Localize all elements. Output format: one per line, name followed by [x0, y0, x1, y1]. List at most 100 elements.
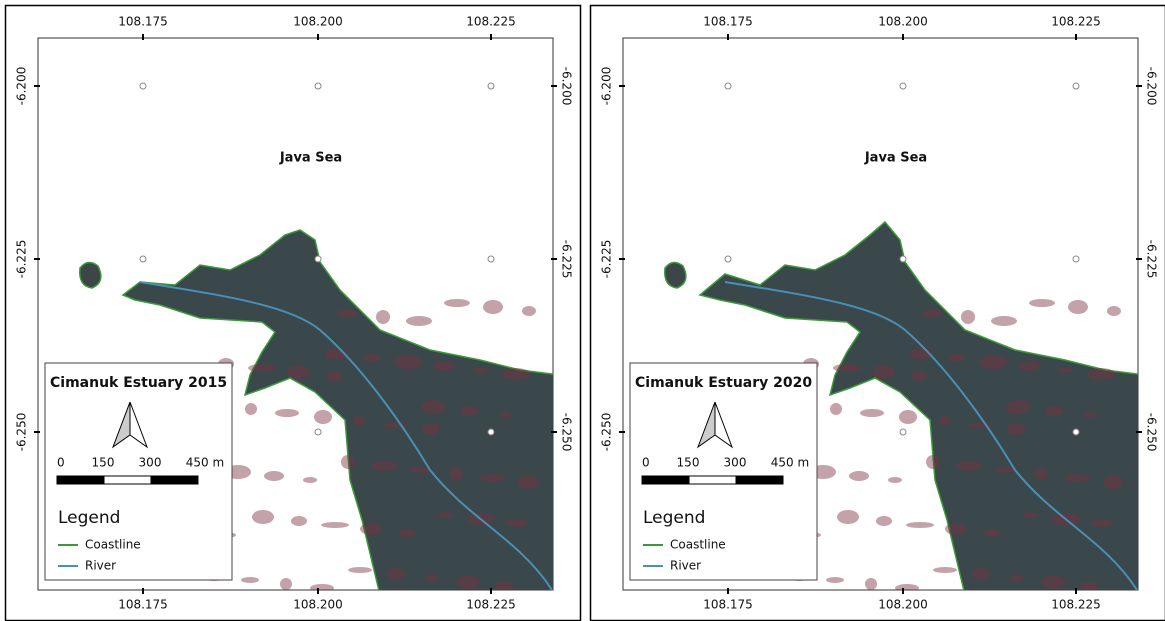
legend-title: Cimanuk Estuary 2015	[50, 375, 227, 391]
island	[79, 261, 102, 289]
texture	[437, 512, 453, 518]
grid-point	[487, 428, 495, 436]
texture	[956, 461, 982, 471]
texture	[1057, 367, 1073, 373]
texture	[906, 522, 934, 528]
texture	[1041, 575, 1065, 589]
texture	[310, 584, 334, 590]
texture	[979, 355, 1007, 369]
texture	[926, 455, 940, 469]
grid-point	[139, 255, 147, 263]
map-content	[79, 229, 553, 590]
texture	[1007, 423, 1025, 435]
land	[121, 229, 553, 590]
x-tick-label: 108.175	[703, 598, 753, 612]
texture	[1045, 406, 1063, 416]
texture	[972, 568, 990, 580]
texture	[833, 364, 861, 372]
scale-label: 300	[139, 456, 162, 470]
texture	[888, 477, 902, 483]
texture	[479, 474, 505, 482]
north-arrow	[129, 401, 149, 449]
map-panel: Java Sea 108.175 108.175 108.200 108.200 108.…	[4, 4, 582, 621]
texture	[837, 510, 859, 524]
texture	[341, 455, 355, 469]
legend-box	[44, 362, 233, 581]
texture	[337, 309, 357, 317]
river	[724, 281, 1138, 590]
grid-point	[724, 82, 732, 90]
texture	[264, 471, 284, 481]
texture	[410, 467, 430, 473]
texture	[287, 365, 309, 379]
grid-point	[487, 255, 495, 263]
texture	[422, 423, 440, 435]
x-tick-label: 108.225	[1051, 15, 1101, 29]
texture	[830, 403, 842, 415]
texture	[995, 467, 1015, 473]
grid-point	[314, 255, 322, 263]
island	[664, 261, 687, 289]
y-tick-label: -6.225	[560, 240, 574, 279]
texture	[348, 567, 372, 573]
texture	[399, 529, 415, 537]
texture	[895, 584, 919, 590]
y-tick-label: -6.250	[600, 413, 614, 452]
texture	[1022, 512, 1038, 518]
texture	[876, 516, 892, 526]
grid-point	[1072, 255, 1080, 263]
texture	[849, 471, 869, 481]
texture	[865, 578, 877, 590]
y-tick-label: -6.225	[15, 240, 29, 279]
texture	[1084, 412, 1096, 418]
x-tick-label: 108.200	[878, 15, 928, 29]
texture	[387, 568, 405, 580]
scale-label: 150	[677, 456, 700, 470]
y-tick-label: -6.225	[1145, 240, 1159, 279]
river	[139, 281, 553, 590]
scale-label: 450 m	[771, 456, 809, 470]
scale-label: 0	[57, 456, 65, 470]
texture	[371, 461, 397, 471]
texture	[949, 354, 965, 362]
grid-point	[899, 82, 907, 90]
x-tick-label: 108.225	[1051, 598, 1101, 612]
texture	[872, 365, 894, 379]
texture	[1011, 574, 1023, 582]
grid-point	[1072, 82, 1080, 90]
texture	[499, 412, 511, 418]
texture	[433, 361, 455, 371]
y-tick-label: -6.200	[15, 67, 29, 106]
texture	[1103, 475, 1123, 489]
scale-bar	[735, 475, 784, 485]
texture	[483, 300, 503, 314]
texture	[364, 354, 380, 362]
texture	[360, 523, 382, 535]
x-tick-label: 108.175	[703, 15, 753, 29]
texture	[421, 400, 445, 414]
grid-point	[314, 82, 322, 90]
texture	[1006, 400, 1030, 414]
scale-bar	[150, 475, 199, 485]
texture	[933, 567, 957, 573]
texture	[241, 577, 259, 583]
legend-item: Coastline	[85, 538, 141, 552]
grid-point	[1072, 428, 1080, 436]
texture	[252, 510, 274, 524]
texture	[1068, 300, 1088, 314]
texture	[426, 574, 438, 582]
legend-heading: Legend	[58, 508, 120, 528]
texture	[275, 409, 299, 417]
texture	[460, 406, 478, 416]
texture	[321, 522, 349, 528]
texture	[406, 316, 432, 326]
scale-bar	[641, 475, 690, 485]
y-tick-label: -6.200	[560, 67, 574, 106]
scale-bar	[56, 475, 105, 485]
scale-label: 450 m	[186, 456, 224, 470]
texture	[314, 410, 332, 424]
scale-label: 150	[92, 456, 115, 470]
north-arrow	[714, 401, 734, 449]
legend-heading: Legend	[643, 508, 705, 528]
texture	[495, 581, 513, 590]
